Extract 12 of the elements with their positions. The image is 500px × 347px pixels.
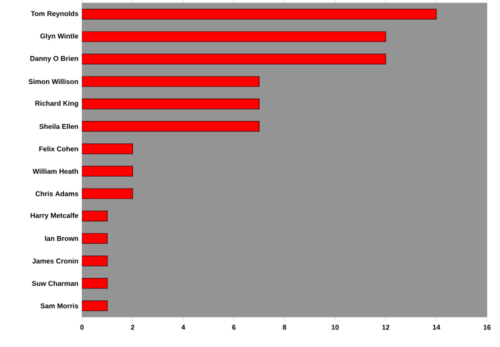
bar [82,31,386,42]
bar [82,121,260,132]
bar [82,76,260,87]
bar [82,8,437,20]
bar [82,98,260,110]
bar [82,188,133,199]
bar [82,166,133,177]
bar [82,54,386,64]
bar [82,256,108,266]
bar [82,143,133,154]
bar [82,278,108,289]
bar [82,300,108,312]
